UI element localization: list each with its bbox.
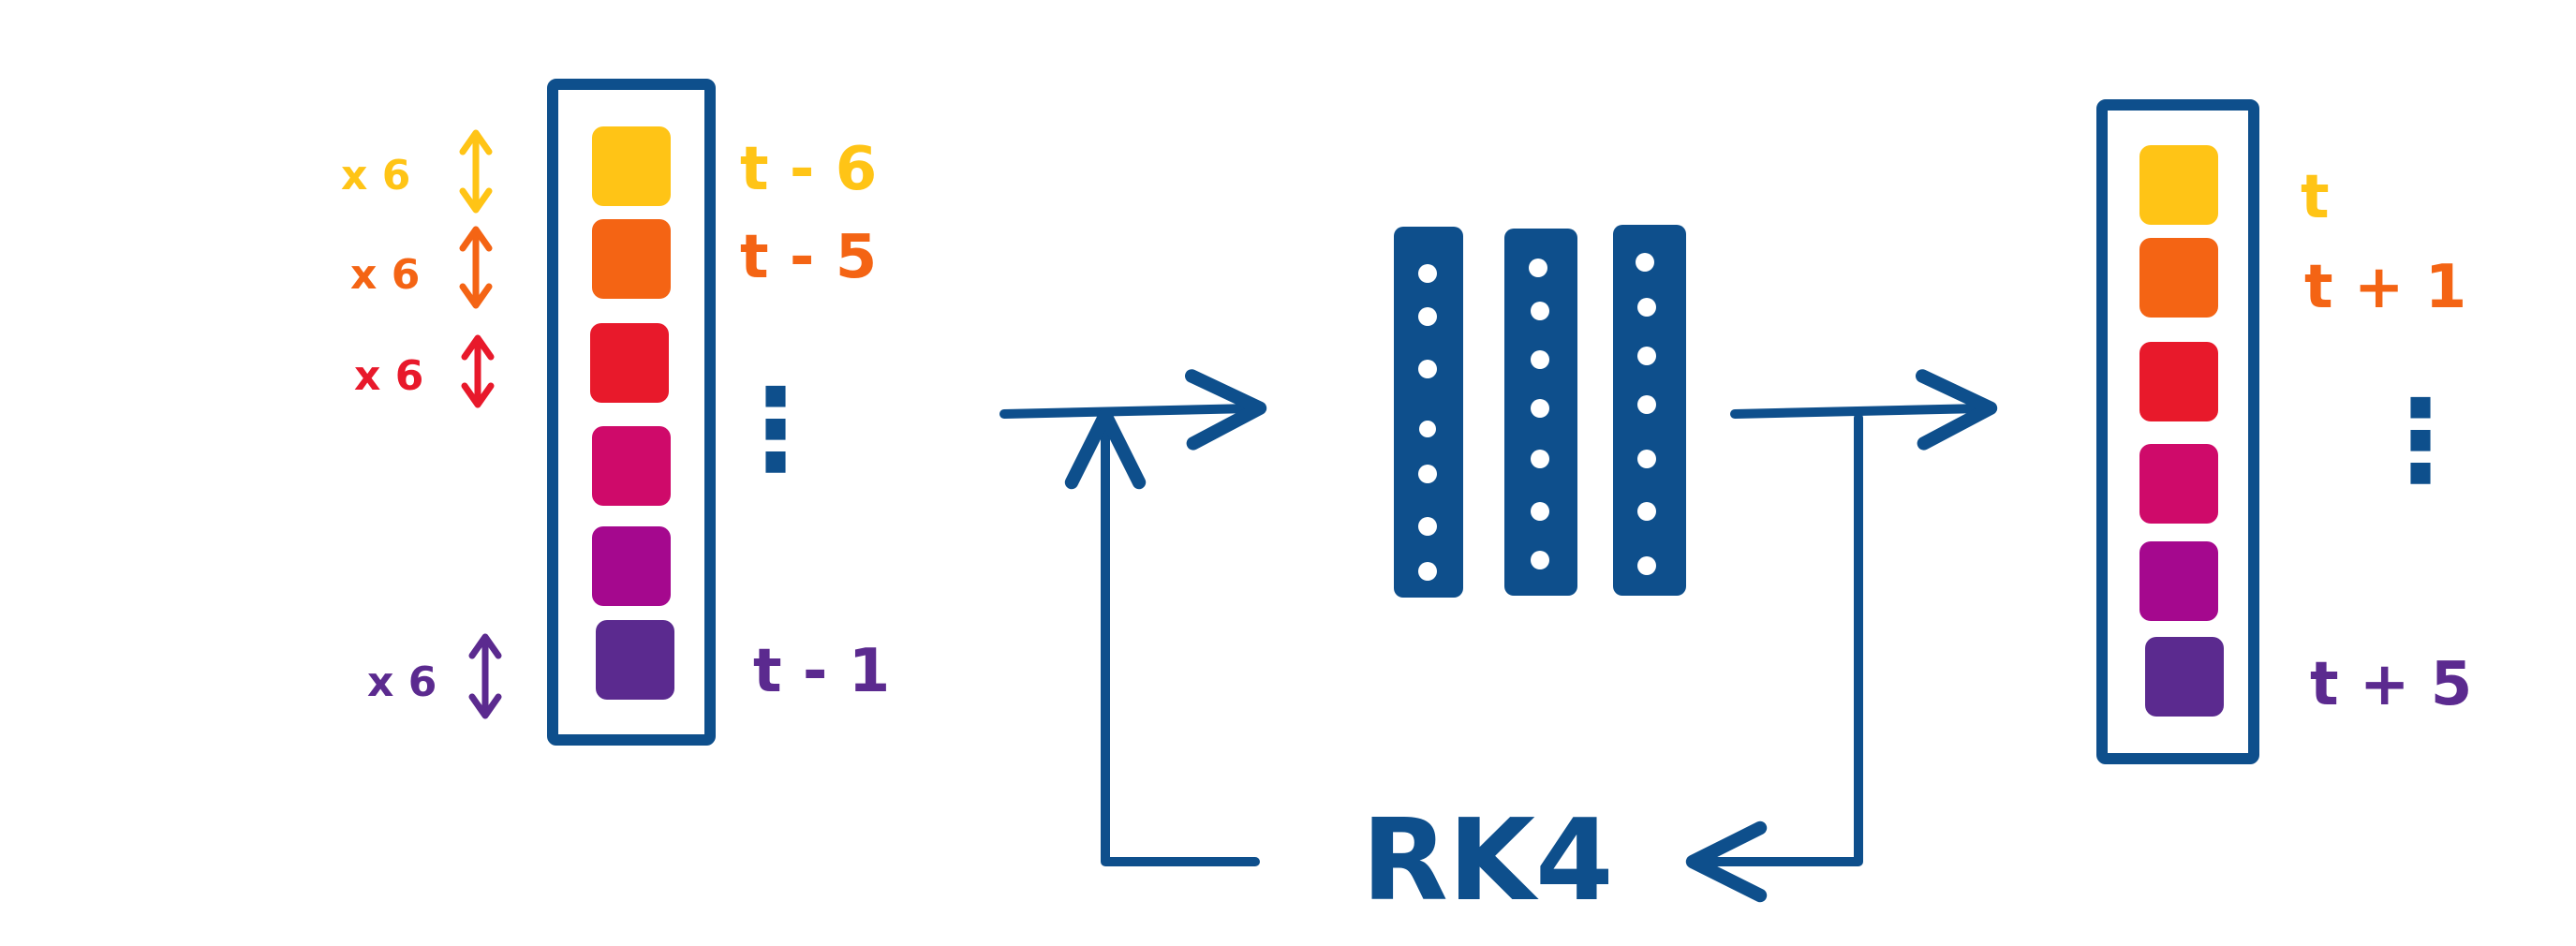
multiplier-label-2: x 6 [350,251,420,299]
multiplier-label-4: x 6 [367,658,437,706]
output-cell-2 [2139,238,2218,318]
network-neuron [1531,399,1549,418]
network-neuron [1637,556,1656,575]
rk4-return-path [1685,413,1863,903]
output-cell-1 [2139,145,2218,225]
input-time-label-second: t - 5 [740,223,877,292]
input-time-label-first: t - 6 [740,135,877,204]
network-neuron [1637,298,1656,317]
rk4-label: RK4 [1362,796,1614,926]
network-column-3 [1613,225,1686,596]
input-stack-frame [547,79,716,746]
network-neuron [1637,395,1656,414]
input-cell-6 [596,620,674,700]
network-neuron [1531,450,1549,468]
output-time-label-last: t + 5 [2310,650,2472,719]
network-layer-1 [1394,227,1463,598]
network-neuron [1531,302,1549,320]
multiplier-label-3: x 6 [354,352,423,400]
network-neuron [1637,450,1656,468]
network-neuron [1418,307,1437,326]
network-column-1 [1394,227,1463,598]
output-cell-4 [2139,444,2218,524]
output-time-label-first: t [2301,163,2330,232]
network-column-2 [1504,229,1577,596]
range-arrow-2 [459,226,493,309]
network [1394,225,1686,598]
network-neuron [1636,253,1654,272]
network-neuron [1419,421,1436,437]
output-cell-3 [2139,342,2218,421]
rk4-feed-path [1064,407,1260,866]
network-neuron [1531,551,1549,569]
range-arrow-4 [468,633,502,719]
network-neuron [1529,259,1547,277]
input-cell-5 [592,526,671,606]
network-neuron [1418,360,1437,378]
multiplier-label-1: x 6 [341,152,410,200]
network-neuron [1418,517,1437,536]
network-neuron [1531,350,1549,369]
input-cell-1 [592,126,671,206]
input-cell-2 [592,219,671,299]
network-neuron [1637,347,1656,365]
output-cell-6 [2145,637,2224,717]
input-cell-3 [590,323,669,403]
network-to-output-arrow [1730,369,1998,451]
output-stack [2096,99,2259,764]
network-neuron [1418,264,1437,283]
output-ellipsis: ⋮ [2364,377,2477,507]
network-neuron [1637,502,1656,521]
network-neuron [1418,562,1437,581]
range-arrow-3 [461,334,495,408]
output-cell-5 [2139,541,2218,621]
range-arrow-1 [459,129,493,214]
input-to-network-arrow [999,369,1267,451]
input-cell-4 [592,426,671,506]
input-ellipsis: ⋮ [719,365,832,495]
network-neuron [1418,465,1437,483]
input-stack [547,79,716,746]
output-time-label-second: t + 1 [2304,253,2466,322]
input-time-label-last: t - 1 [753,637,890,706]
network-neuron [1531,502,1549,521]
output-stack-frame [2096,99,2259,764]
